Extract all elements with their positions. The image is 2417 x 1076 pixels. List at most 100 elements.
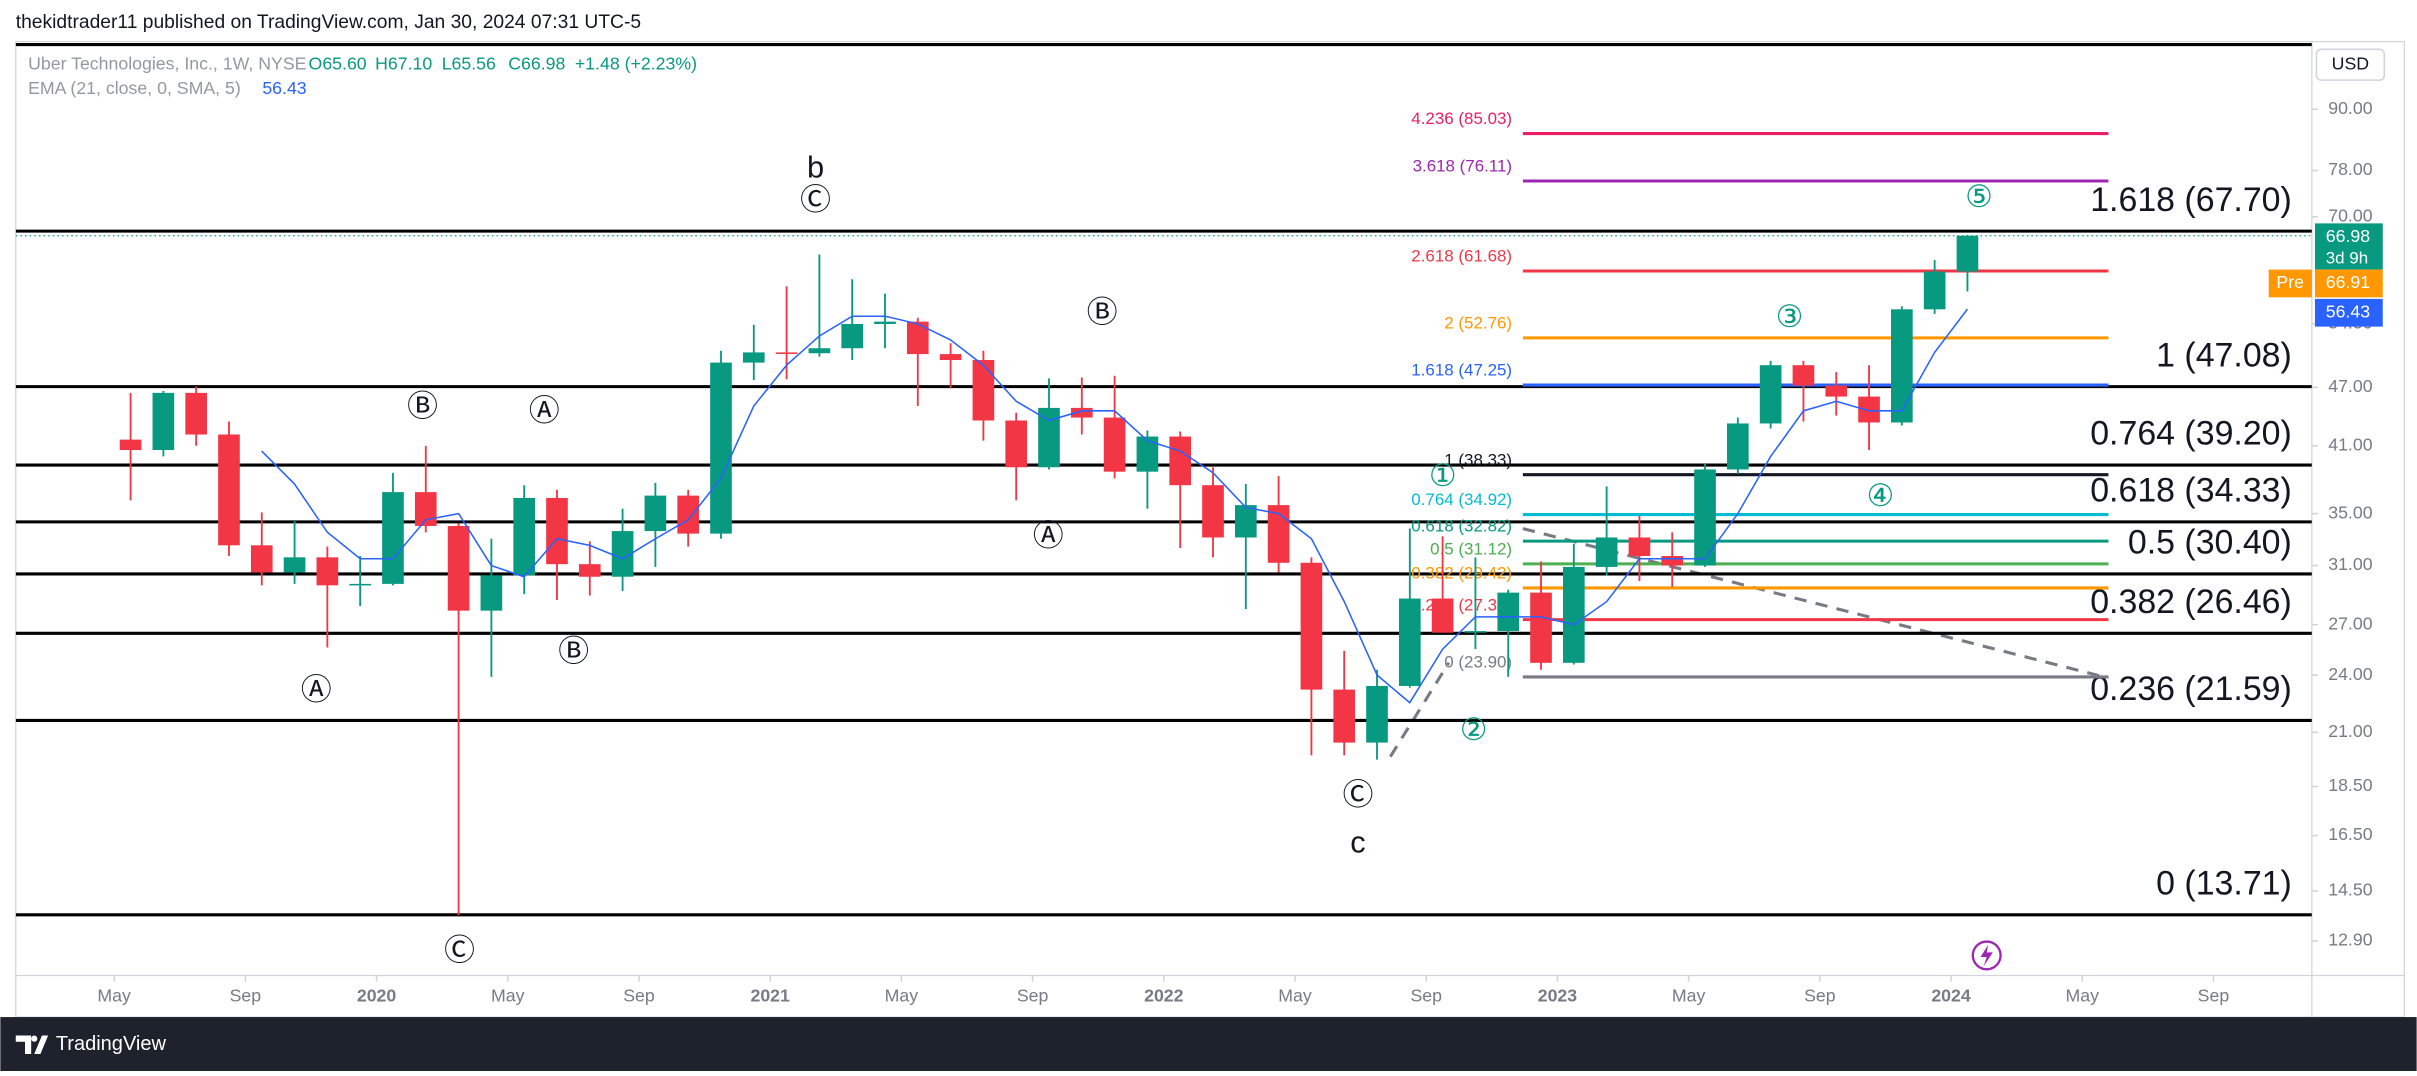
fib-minor-label: 1 (38.33) (1444, 450, 1512, 469)
y-tick-label: 14.50 (2328, 880, 2372, 900)
x-tick-label: May (885, 986, 919, 1006)
plot: 2.618 (104.67)1.618 (67.70)1 (47.08)0.76… (15, 43, 2312, 967)
candle-body (1563, 566, 1585, 663)
x-tick-label: May (491, 986, 525, 1006)
x-tick-label: Sep (1017, 986, 1049, 1006)
wave-label: ① (1429, 458, 1457, 493)
wave-label: ④ (1867, 478, 1895, 513)
x-tick-label: 2022 (1144, 986, 1184, 1006)
candle-body (414, 492, 437, 526)
x-tick-label: May (1278, 986, 1312, 1006)
footer-bar (0, 1017, 2417, 1071)
candle-body (644, 495, 667, 532)
candle-body (710, 362, 732, 534)
wave-label: Ⓑ (558, 634, 589, 669)
y-tick-label: 24.00 (2328, 664, 2372, 684)
x-tick-label: May (97, 986, 131, 1006)
lightning (1980, 944, 1993, 967)
candle-body (1825, 385, 1848, 397)
fib-minor-label: 0.5 (31.12) (1430, 540, 1512, 559)
candle-body (1628, 537, 1651, 556)
candle-body (1136, 436, 1159, 472)
ohlc-value: L65.56 (442, 53, 496, 73)
symbol: Uber Technologies, Inc., 1W, NYSE (28, 53, 307, 73)
candle-body (775, 352, 798, 354)
fib-minor-label: 0.764 (34.92) (1411, 490, 1512, 509)
wave-label: ⑤ (1965, 179, 1993, 214)
candle-body (119, 439, 142, 451)
candle-body (1923, 271, 1946, 310)
candle-body (316, 557, 339, 586)
candle-body (1267, 505, 1290, 563)
fib-minor-label: 0.236 (27.32) (1411, 595, 1512, 614)
x-tick-label: 2024 (1931, 986, 1971, 1006)
fib-minor-label: 0.382 (29.42) (1411, 564, 1512, 583)
candle-body (611, 531, 634, 577)
events-icon[interactable] (1971, 940, 2002, 971)
fib-label: 0 (13.71) (2156, 865, 2292, 903)
candle-body (874, 321, 896, 324)
fib-label: 0.382 (26.46) (2090, 583, 2292, 621)
candle-body (1497, 592, 1520, 632)
wave-label: c (1350, 825, 1365, 860)
wave-label: Ⓑ (1087, 295, 1118, 330)
ohlc-legend: O65.60 H67.10 L65.56 C66.98 +1.48 (+2.23%) (309, 53, 697, 73)
x-tick-label: Sep (1410, 986, 1442, 1006)
ema-last: 56.43 (2326, 301, 2370, 321)
candle-body (218, 434, 240, 546)
candle-body (1464, 631, 1487, 633)
y-tick-label: 90.00 (2328, 98, 2372, 118)
wave-label: ② (1460, 712, 1488, 747)
wave-label: Ⓐ (529, 393, 560, 428)
currency-box[interactable] (2315, 48, 2386, 81)
pre-tag-bg (2268, 269, 2312, 298)
ohlc-value: +1.48 (+2.23%) (575, 53, 697, 73)
candle-body (546, 497, 568, 565)
candle-body (841, 323, 864, 349)
fib-minor-label: 4.236 (85.03) (1411, 109, 1512, 128)
wave-label: Ⓑ (407, 389, 438, 424)
pre-price: 66.91 (2326, 272, 2370, 292)
candle-body (1792, 365, 1815, 386)
candle-body (1431, 598, 1454, 633)
fib-minor-label: 3.618 (76.11) (1413, 157, 1513, 176)
candle-body (1694, 469, 1716, 566)
candle-body (677, 495, 700, 534)
candle-body (1005, 420, 1028, 468)
last-price-box (2314, 223, 2383, 270)
ohlc-value: C66.98 (508, 53, 565, 73)
candle-body (808, 348, 831, 354)
x-tick-label: Sep (2198, 986, 2230, 1006)
fib-minor-label: 1.618 (47.25) (1411, 361, 1512, 380)
candle-body (1530, 592, 1552, 663)
fib-label: 1 (47.08) (2156, 336, 2292, 374)
fib-minor-label: 2 (52.76) (1444, 313, 1512, 332)
candle-body (1366, 685, 1388, 743)
y-tick-label: 47.00 (2328, 376, 2372, 396)
currency[interactable]: USD (2332, 53, 2369, 73)
candle-body (1398, 598, 1421, 686)
candle-body (1727, 423, 1749, 470)
x-tick-label: Sep (230, 986, 262, 1006)
fib-label: 0.236 (21.59) (2090, 670, 2292, 708)
wave-label: Ⓒ (1343, 777, 1374, 812)
candle-body (1759, 365, 1782, 424)
candle-body (480, 575, 503, 611)
candle-body (972, 360, 995, 421)
ema-last-bg (2314, 298, 2383, 327)
candle-body (1169, 436, 1192, 486)
y-tick-label: 78.00 (2328, 159, 2372, 179)
x-tick-label: May (2066, 986, 2100, 1006)
fib-label: 1.618 (67.70) (2090, 181, 2292, 219)
candle-body (382, 492, 404, 584)
candle-body (1891, 309, 1913, 423)
candle-body (1234, 505, 1257, 538)
candle-body (152, 392, 175, 451)
fib-minor-label: 0 (23.90) (1444, 653, 1512, 672)
candle-body (1858, 396, 1880, 423)
fib-minor-label: 0.618 (32.82) (1411, 517, 1512, 536)
ema-line (261, 308, 1969, 704)
candle-body (1300, 562, 1323, 690)
